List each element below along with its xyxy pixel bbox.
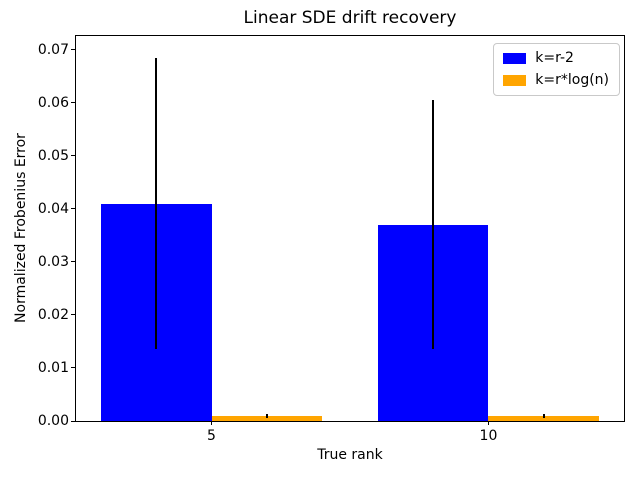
y-tick-label: 0.05	[37, 147, 69, 164]
y-tick-label: 0.06	[37, 94, 69, 111]
x-tick-label: 5	[207, 428, 216, 444]
y-tick-label: 0.03	[37, 253, 69, 270]
legend: k=r-2 k=r*log(n)	[493, 43, 620, 96]
y-tick-mark	[71, 155, 75, 157]
y-tick-mark	[71, 49, 75, 51]
x-tick-mark	[211, 421, 213, 425]
y-tick-mark	[71, 420, 75, 422]
y-tick-mark	[71, 314, 75, 316]
x-tick-mark	[487, 421, 489, 425]
y-tick-mark	[71, 102, 75, 104]
error-bar-k=r*log(n)-rank10	[542, 414, 545, 419]
y-tick-label: 0.04	[37, 200, 69, 217]
legend-entry: k=r*log(n)	[503, 71, 609, 90]
y-tick-label: 0.00	[37, 413, 69, 429]
legend-entry: k=r-2	[503, 49, 609, 68]
error-bar-k=r*log(n)-rank5	[265, 414, 268, 419]
y-tick-mark	[71, 367, 75, 369]
legend-swatch-icon	[503, 75, 527, 86]
plot-area: k=r-2 k=r*log(n) 0.00 0.01 0.02 0.03 0.04 0.05…	[38, 35, 625, 444]
error-bar-k=r-2-rank5	[155, 57, 158, 350]
legend-label: k=r-2	[535, 50, 574, 66]
bar-k=r*log(n)-rank10	[488, 416, 600, 421]
x-tick-label: 10	[479, 428, 498, 444]
x-axis-label: True rank	[317, 447, 383, 463]
y-tick-label: 0.01	[37, 359, 69, 376]
y-tick-mark	[71, 208, 75, 210]
y-tick-label: 0.02	[37, 306, 69, 323]
bar-k=r*log(n)-rank5	[211, 416, 323, 421]
y-tick-mark	[71, 261, 75, 263]
chart-title: Linear SDE drift recovery	[243, 8, 457, 28]
legend-swatch-icon	[503, 53, 527, 64]
error-bar-k=r-2-rank10	[432, 100, 435, 350]
legend-label: k=r*log(n)	[535, 72, 609, 88]
y-tick-label: 0.07	[37, 41, 69, 58]
